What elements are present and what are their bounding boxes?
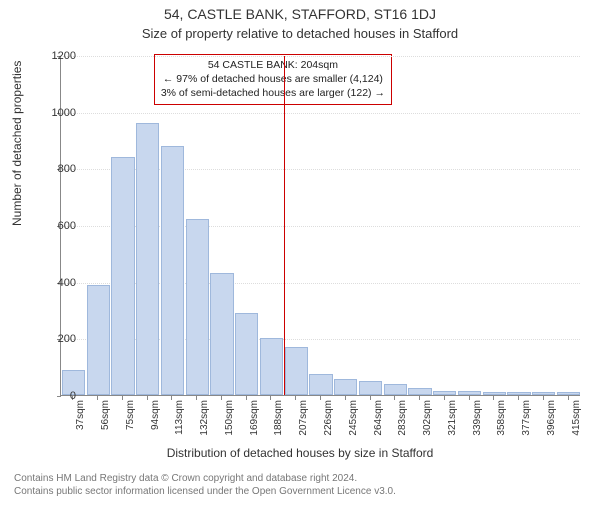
xtick-mark [394, 396, 395, 400]
histogram-bar [334, 379, 357, 395]
x-axis-label: Distribution of detached houses by size … [0, 446, 600, 460]
histogram-bar [433, 391, 456, 395]
xtick-mark [568, 396, 569, 400]
histogram-bar [235, 313, 258, 395]
xtick-mark [171, 396, 172, 400]
attribution-text: Contains HM Land Registry data © Crown c… [14, 472, 396, 498]
xtick-label: 283sqm [397, 400, 408, 436]
histogram-bar [483, 392, 506, 395]
xtick-mark [543, 396, 544, 400]
plot-region: 54 CASTLE BANK: 204sqm ← 97% of detached… [60, 56, 580, 396]
attribution-line-1: Contains HM Land Registry data © Crown c… [14, 472, 396, 485]
xtick-label: 377sqm [521, 400, 532, 436]
xtick-mark [196, 396, 197, 400]
histogram-bar [186, 219, 209, 395]
chart-subtitle: Size of property relative to detached ho… [0, 26, 600, 41]
gridline [61, 56, 580, 57]
xtick-label: 94sqm [150, 400, 161, 430]
ytick-label: 400 [36, 277, 76, 289]
histogram-bar [507, 392, 530, 395]
xtick-label: 245sqm [348, 400, 359, 436]
xtick-label: 321sqm [447, 400, 458, 436]
histogram-bar [384, 384, 407, 395]
histogram-bar [557, 392, 580, 395]
histogram-bar [285, 347, 308, 395]
gridline [61, 113, 580, 114]
xtick-mark [221, 396, 222, 400]
xtick-label: 132sqm [199, 400, 210, 436]
ytick-label: 800 [36, 163, 76, 175]
xtick-mark [246, 396, 247, 400]
xtick-mark [518, 396, 519, 400]
histogram-bar [408, 388, 431, 395]
xtick-label: 339sqm [472, 400, 483, 436]
histogram-bar [359, 381, 382, 395]
attribution-line-2: Contains public sector information licen… [14, 485, 396, 498]
histogram-bar [161, 146, 184, 395]
histogram-bar [111, 157, 134, 395]
xtick-label: 75sqm [125, 400, 136, 430]
xtick-mark [147, 396, 148, 400]
xtick-label: 150sqm [224, 400, 235, 436]
ytick-label: 200 [36, 333, 76, 345]
histogram-bar [136, 123, 159, 395]
xtick-mark [493, 396, 494, 400]
xtick-label: 188sqm [273, 400, 284, 436]
xtick-label: 302sqm [422, 400, 433, 436]
xtick-mark [444, 396, 445, 400]
xtick-label: 264sqm [373, 400, 384, 436]
ytick-label: 600 [36, 220, 76, 232]
xtick-label: 113sqm [174, 400, 185, 435]
histogram-bar [210, 273, 233, 395]
xtick-label: 226sqm [323, 400, 334, 436]
xtick-label: 396sqm [546, 400, 557, 436]
callout-line-2: ← 97% of detached houses are smaller (4,… [161, 72, 385, 86]
xtick-label: 56sqm [100, 400, 111, 430]
chart-area: 54 CASTLE BANK: 204sqm ← 97% of detached… [60, 56, 580, 396]
reference-line [284, 56, 285, 395]
histogram-bar [458, 391, 481, 395]
xtick-label: 207sqm [298, 400, 309, 436]
xtick-label: 169sqm [249, 400, 260, 436]
page-title: 54, CASTLE BANK, STAFFORD, ST16 1DJ [0, 6, 600, 22]
xtick-label: 37sqm [75, 400, 86, 430]
xtick-mark [419, 396, 420, 400]
histogram-bar [309, 374, 332, 395]
histogram-bar [260, 338, 283, 395]
ytick-label: 0 [36, 390, 76, 402]
xtick-mark [345, 396, 346, 400]
callout-line-3: 3% of semi-detached houses are larger (1… [161, 86, 385, 100]
y-axis-label: Number of detached properties [10, 61, 24, 226]
histogram-bar [532, 392, 555, 395]
xtick-mark [295, 396, 296, 400]
xtick-mark [370, 396, 371, 400]
histogram-bar [87, 285, 110, 396]
xtick-mark [97, 396, 98, 400]
callout-line-1: 54 CASTLE BANK: 204sqm [161, 58, 385, 72]
xtick-mark [122, 396, 123, 400]
xtick-mark [270, 396, 271, 400]
xtick-mark [469, 396, 470, 400]
ytick-label: 1200 [36, 50, 76, 62]
reference-callout: 54 CASTLE BANK: 204sqm ← 97% of detached… [154, 54, 392, 105]
xtick-label: 415sqm [571, 400, 582, 436]
ytick-label: 1000 [36, 107, 76, 119]
xtick-mark [320, 396, 321, 400]
xtick-label: 358sqm [496, 400, 507, 436]
